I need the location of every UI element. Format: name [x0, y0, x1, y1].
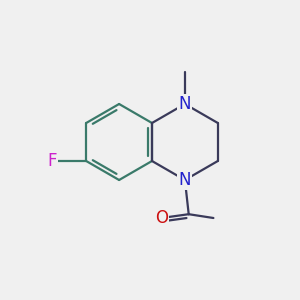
- Text: F: F: [47, 152, 57, 170]
- Text: N: N: [179, 95, 191, 113]
- Text: O: O: [155, 209, 168, 227]
- Text: N: N: [179, 171, 191, 189]
